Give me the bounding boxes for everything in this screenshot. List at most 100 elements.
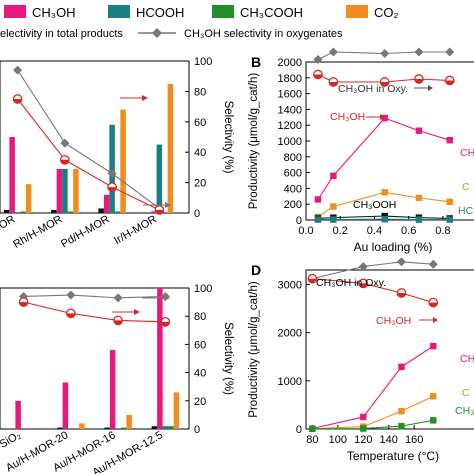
series-point-co2 — [446, 198, 453, 206]
y-tick-label: 1800 — [278, 73, 302, 85]
y-tick-label: 200 — [284, 199, 302, 211]
bar-co2 — [173, 392, 180, 429]
bar-ch3oh — [157, 288, 163, 429]
sel-total-point-fill — [107, 187, 117, 192]
sel-total-point-fill — [66, 313, 76, 318]
panel-label-d: D — [251, 262, 261, 278]
series-line-ch3oh — [317, 117, 450, 200]
sel-oxy-point — [380, 49, 390, 58]
x-tick-label: 100 — [329, 434, 347, 446]
sel-total-point-fill — [13, 99, 22, 104]
sel-oxy-point — [358, 262, 368, 272]
legend-swatch-ch3cooh — [212, 5, 234, 18]
bar-hcooh — [156, 144, 163, 213]
y2-tick-label: 0 — [194, 424, 200, 436]
y-tick-label: 1600 — [278, 89, 302, 101]
y-tick-label: 400 — [284, 183, 302, 195]
y2-tick-label: 80 — [194, 86, 206, 98]
series-point-ch3cooh — [360, 425, 367, 432]
y2-tick-label: 0 — [194, 208, 200, 220]
series-point-hcooh — [446, 216, 453, 223]
legend-swatch-co2 — [346, 5, 368, 18]
series-point-co2 — [415, 194, 423, 202]
y-tick-label: 2000 — [278, 328, 302, 340]
legend-label-co2: CO₂ — [374, 5, 399, 20]
y2-tick-label: 40 — [194, 147, 206, 159]
bar-co2 — [73, 168, 79, 213]
sel-total-point-fill — [113, 320, 123, 325]
sel-oxy-line — [17, 69, 160, 209]
x-axis-label: Temperature (°C) — [347, 449, 439, 463]
series-point-hcooh — [381, 216, 388, 223]
sel-ch3oh-point-fill — [397, 293, 406, 298]
legend-label-sel-total: electivity in total products — [0, 28, 123, 40]
bar-hcooh — [109, 124, 115, 213]
sel-oxy-point — [414, 47, 424, 57]
y2-tick-label: 40 — [194, 368, 206, 380]
annotation-label: CH — [460, 353, 474, 365]
series-point-ch3oh — [314, 196, 322, 203]
sel-oxy-point — [396, 257, 406, 267]
panel-a: 0 20 40 60 80 100 Selectivity (%) -MORRh/H-MORP… — [0, 56, 234, 251]
sel-ch3oh-point-fill — [445, 80, 454, 85]
series-point-co2 — [330, 203, 337, 210]
series-point-co2 — [398, 407, 405, 415]
annotation-arrow-head — [433, 317, 438, 323]
annotation-label: C — [462, 181, 470, 193]
bar-ch3oh — [151, 211, 157, 213]
annotation-label: CH — [460, 147, 474, 159]
x-axis-label: Au loading (%) — [354, 240, 433, 254]
series-point-co2 — [430, 393, 437, 400]
bar-other — [98, 208, 104, 213]
sel-oxy-line — [23, 294, 166, 299]
sel-ch3oh-line — [312, 278, 434, 304]
bar-ch3oh — [109, 350, 116, 429]
annotation-label: CH₃ — [455, 405, 474, 417]
bar-ch3cooh — [20, 211, 26, 213]
series-point-ch3oh — [415, 127, 423, 134]
x-tick-label: 0.2 — [333, 225, 348, 237]
bar-ch3oh — [103, 194, 110, 213]
x-tick-label: 0.4 — [367, 225, 382, 237]
series-point-hcooh — [330, 216, 337, 223]
bar-ch3cooh — [120, 427, 127, 429]
x-tick-label: 0.0 — [298, 225, 313, 237]
annotation-arrow-head — [428, 85, 433, 91]
series-point-ch3oh — [360, 413, 367, 421]
annotation-label: CH₃OH in Oxy. — [338, 83, 408, 95]
y-tick-label: 0 — [296, 215, 302, 227]
y-tick-label: 1000 — [278, 376, 302, 388]
x-tick-label: 160 — [405, 434, 423, 446]
x-category-label: Rh/H-MOR — [11, 213, 64, 251]
bar-ch3oh — [9, 137, 15, 213]
legend-swatch-hcooh — [108, 5, 130, 18]
annotation-label: CH₃OH — [330, 111, 365, 123]
sel-total-point-fill — [161, 321, 170, 327]
series-point-ch3oh — [430, 342, 437, 350]
sel-oxy-point — [113, 293, 123, 303]
bar-other — [151, 426, 158, 429]
series-point-hcooh — [314, 216, 322, 223]
bar-hcooh — [62, 168, 68, 213]
axis-arrow-head — [165, 202, 171, 208]
axis-arrow-head — [142, 95, 148, 101]
annotation-label: CH₃OOH — [353, 199, 396, 211]
sel-ch3oh-point-fill — [359, 283, 368, 288]
x-tick-label: 80 — [306, 434, 318, 446]
bar-ch3oh — [15, 400, 21, 429]
x-category-label: Pd/H-MOR — [59, 213, 112, 250]
legend-label-ch3cooh: CH₃COOH — [240, 5, 303, 20]
axis-arrow-head — [164, 295, 170, 301]
sel-oxy-point — [13, 65, 23, 75]
y2-tick-label: 100 — [194, 56, 212, 68]
x-category-label: Ir/H-MOR — [112, 213, 159, 247]
y-tick-label: 1000 — [278, 136, 302, 148]
sel-oxy-point — [66, 290, 76, 300]
y2-tick-label: 20 — [194, 178, 206, 190]
y2-tick-label: 100 — [194, 283, 212, 295]
legend: CH₃OH HCOOH CH₃COOH CO₂ electivity in to… — [0, 5, 399, 40]
y2-tick-label: 80 — [194, 311, 206, 323]
x-tick-label: 0.8 — [435, 225, 450, 237]
panel-b: 0 200 400 600 800 1000 1200 1400 1600 1800 2000 0.0… — [248, 47, 474, 254]
panel-d: 0 1000 2000 3000 80 100 120 140 160 Temperature (… — [248, 257, 474, 463]
